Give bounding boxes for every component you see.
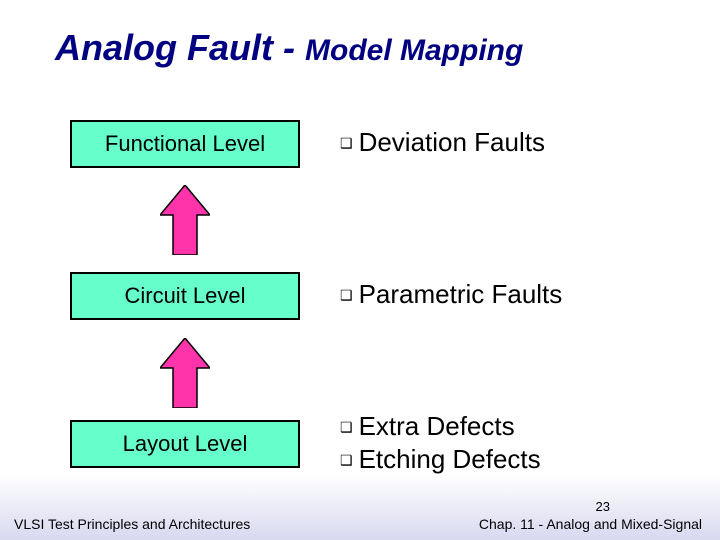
bullet-marker-icon: ❑ bbox=[340, 135, 353, 153]
level-box-functional: Functional Level bbox=[70, 120, 300, 168]
bullet-line: ❑ Parametric Faults bbox=[340, 278, 562, 311]
slide: Analog Fault - Model Mapping Functional … bbox=[0, 0, 720, 540]
bullet-line: ❑ Etching Defects bbox=[340, 443, 541, 476]
level-label: Layout Level bbox=[123, 431, 248, 457]
bullet-text: Deviation Faults bbox=[359, 126, 545, 159]
slide-title: Analog Fault - Model Mapping bbox=[55, 30, 523, 66]
bullet-group-circuit: ❑ Parametric Faults bbox=[340, 278, 562, 311]
bullet-text: Parametric Faults bbox=[359, 278, 563, 311]
bullet-marker-icon: ❑ bbox=[340, 419, 353, 437]
bullet-text: Extra Defects bbox=[359, 410, 515, 443]
bullet-line: ❑ Deviation Faults bbox=[340, 126, 545, 159]
level-label: Circuit Level bbox=[124, 283, 245, 309]
bullet-text: Etching Defects bbox=[359, 443, 541, 476]
title-main: Analog Fault bbox=[55, 27, 273, 68]
bullet-marker-icon: ❑ bbox=[340, 452, 353, 470]
arrow-up-icon bbox=[160, 185, 210, 240]
level-label: Functional Level bbox=[105, 131, 265, 157]
bullet-marker-icon: ❑ bbox=[340, 287, 353, 305]
footer-right: Chap. 11 - Analog and Mixed-Signal bbox=[479, 516, 702, 532]
page-number: 23 bbox=[596, 499, 610, 514]
bullet-group-layout: ❑ Extra Defects ❑ Etching Defects bbox=[340, 410, 541, 475]
footer-left: VLSI Test Principles and Architectures bbox=[14, 516, 250, 532]
bullet-line: ❑ Extra Defects bbox=[340, 410, 541, 443]
bullet-group-functional: ❑ Deviation Faults bbox=[340, 126, 545, 159]
title-sep: - bbox=[273, 27, 305, 68]
title-sub: Model Mapping bbox=[305, 34, 523, 67]
arrow-up-icon bbox=[160, 338, 210, 393]
level-box-layout: Layout Level bbox=[70, 420, 300, 468]
level-box-circuit: Circuit Level bbox=[70, 272, 300, 320]
